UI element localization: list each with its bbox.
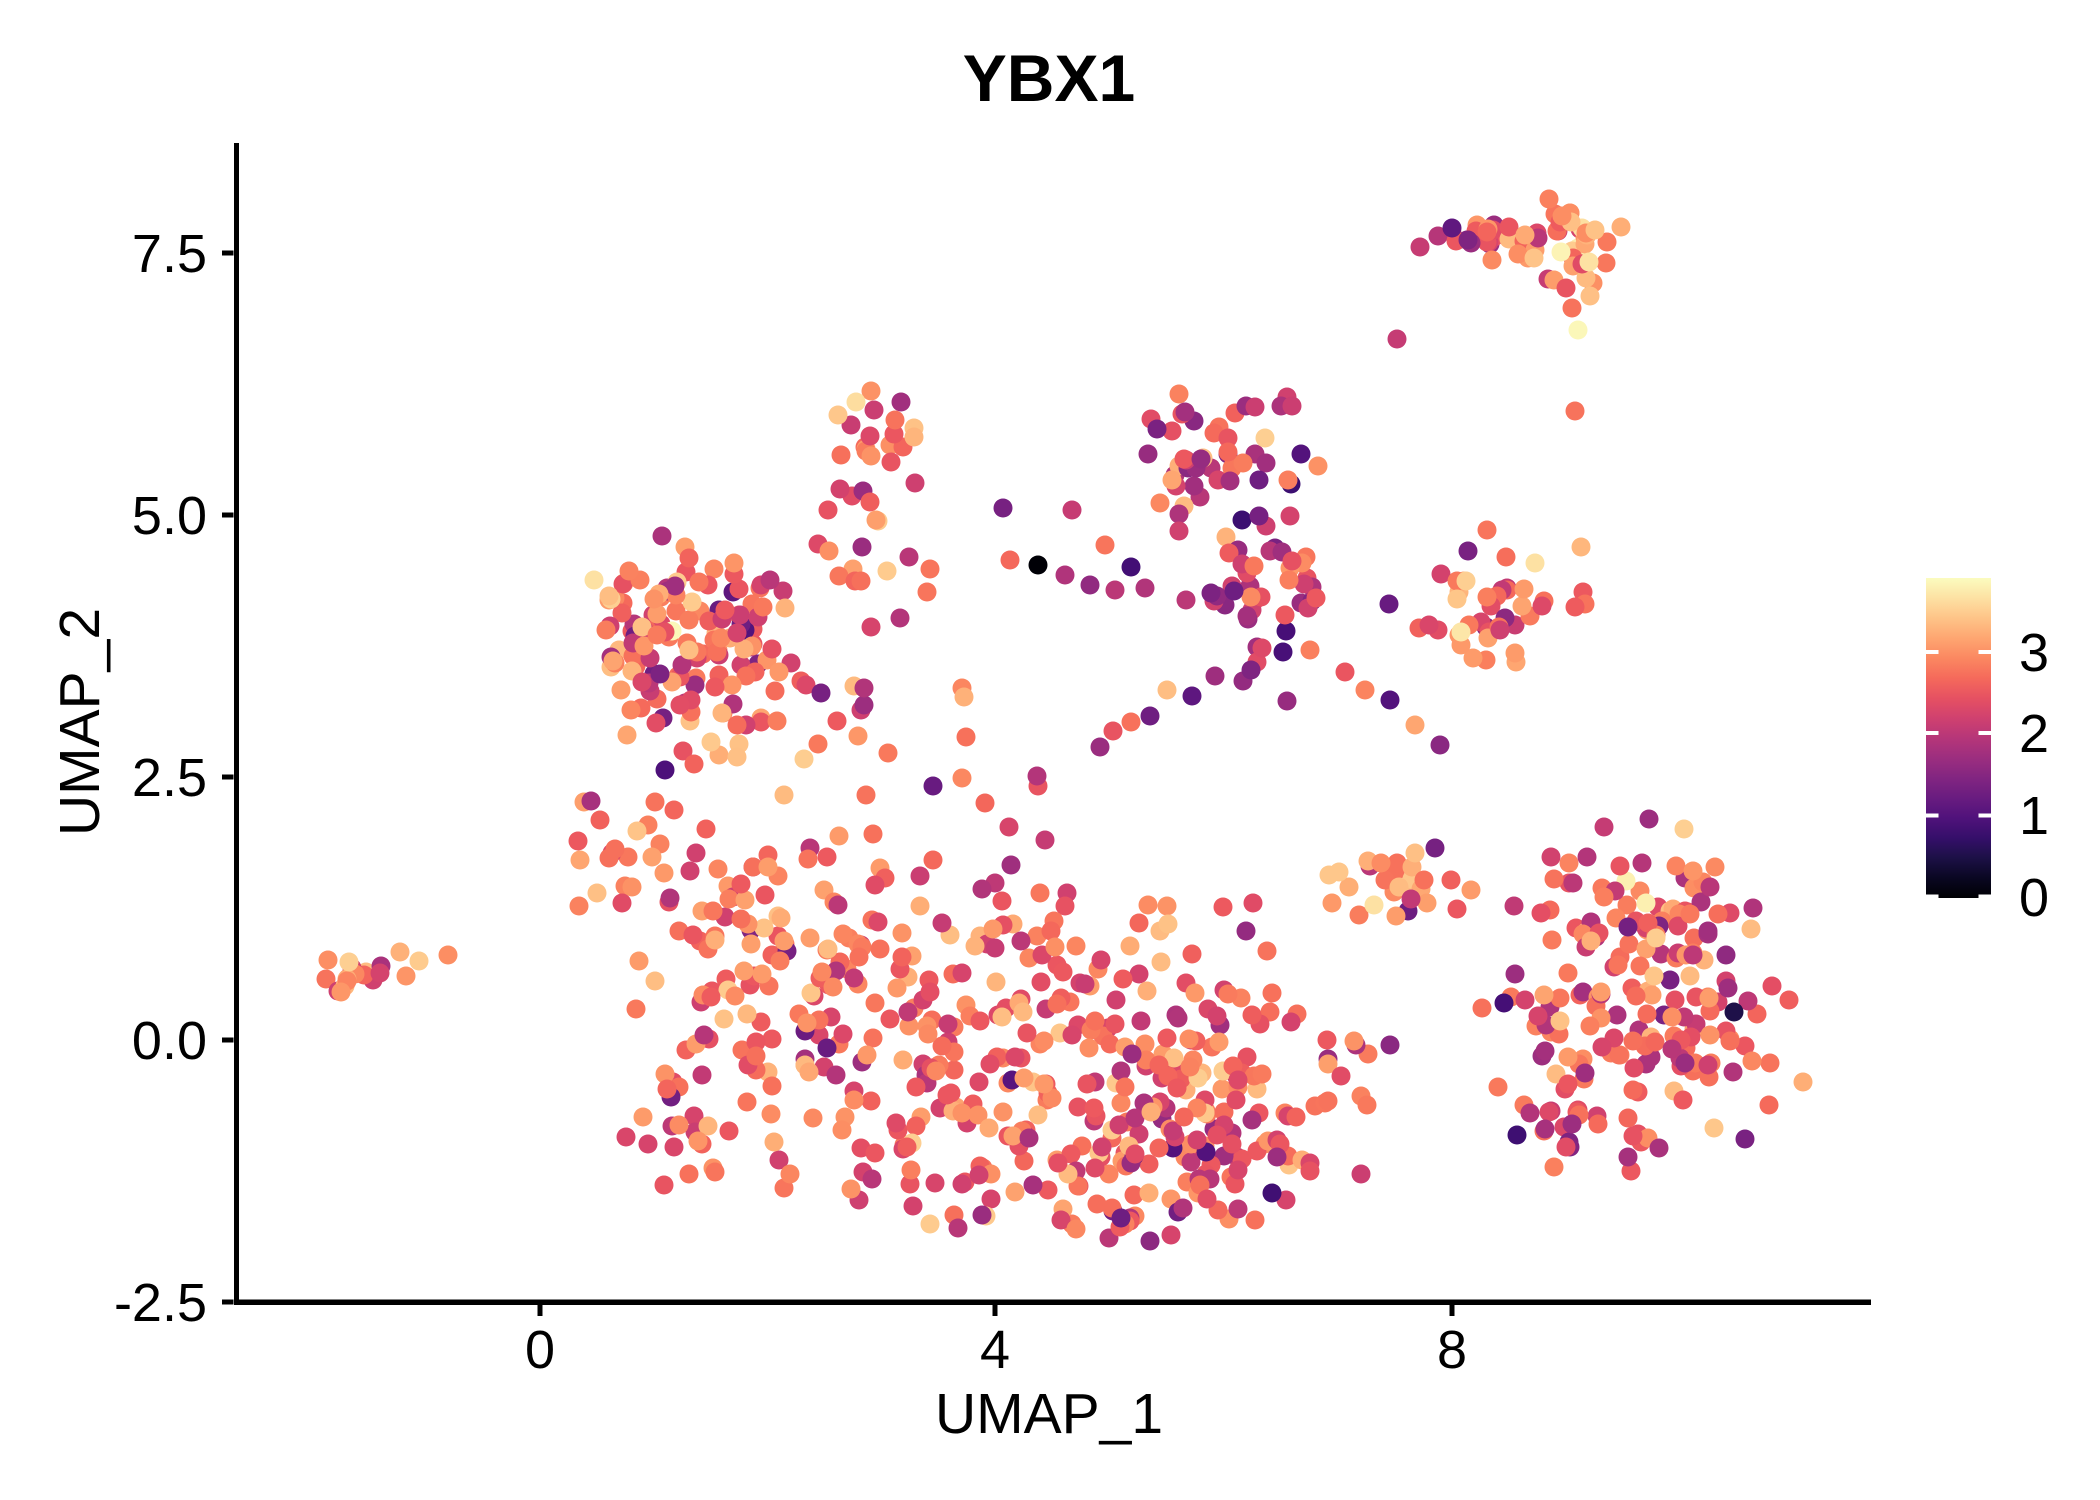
svg-text:UMAP_2: UMAP_2 <box>48 608 112 836</box>
svg-text:5.0: 5.0 <box>132 486 207 546</box>
svg-text:UMAP_1: UMAP_1 <box>935 1382 1163 1446</box>
svg-text:4: 4 <box>980 1320 1010 1380</box>
svg-text:-2.5: -2.5 <box>114 1273 207 1333</box>
svg-text:3: 3 <box>2019 623 2049 683</box>
svg-text:YBX1: YBX1 <box>963 41 1135 115</box>
svg-text:0: 0 <box>525 1320 555 1380</box>
svg-text:0: 0 <box>2019 868 2049 928</box>
svg-text:2: 2 <box>2019 704 2049 764</box>
svg-text:1: 1 <box>2019 786 2049 846</box>
svg-text:8: 8 <box>1437 1320 1467 1380</box>
svg-text:2.5: 2.5 <box>132 748 207 808</box>
svg-text:7.5: 7.5 <box>132 224 207 284</box>
svg-text:0.0: 0.0 <box>132 1011 207 1071</box>
